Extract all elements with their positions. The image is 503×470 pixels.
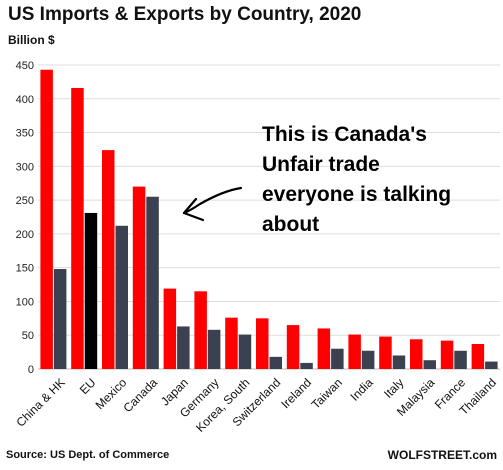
annotation-line: everyone is talking xyxy=(262,183,452,206)
annotation-line: This is Canada's xyxy=(262,123,427,146)
y-tick-label: 250 xyxy=(16,195,34,207)
bar-exports xyxy=(53,269,67,369)
bar-imports xyxy=(225,317,238,369)
bar-imports xyxy=(132,186,146,369)
y-tick-label: 200 xyxy=(16,229,34,241)
bar-imports xyxy=(163,288,177,369)
bar-imports xyxy=(379,336,392,369)
y-axis-unit-label: Billion $ xyxy=(8,33,55,47)
x-tick-label: Canada xyxy=(121,375,161,415)
y-tick-label: 350 xyxy=(16,128,34,140)
y-tick-label: 400 xyxy=(16,94,34,106)
source-note: Source: US Dept. of Commerce xyxy=(6,449,170,461)
x-tick-label: Italy xyxy=(381,375,406,400)
annotation-arrow-head xyxy=(182,197,205,222)
bar-exports xyxy=(115,225,128,369)
annotation-text: This is Canada's Unfair trade everyone i… xyxy=(262,120,451,240)
bar-imports xyxy=(102,150,115,369)
bar-exports xyxy=(392,355,406,369)
bar-imports xyxy=(317,328,331,369)
x-tick-label: EU xyxy=(77,375,99,397)
bar-imports xyxy=(286,325,300,369)
x-tick-label: India xyxy=(347,375,376,404)
gridlines xyxy=(38,64,500,370)
bar-exports xyxy=(423,360,436,369)
bar-imports xyxy=(71,87,84,370)
bar-imports xyxy=(440,340,454,369)
y-tick-label: 450 xyxy=(16,60,34,72)
bar-imports xyxy=(40,69,53,370)
x-axis-labels: China & HK EUMexicoCanadaJapanGermanyKore… xyxy=(14,375,499,435)
bar-imports xyxy=(256,318,269,369)
bar-imports xyxy=(194,291,207,369)
annotation-arrow-shaft xyxy=(182,186,243,215)
bar-imports xyxy=(410,339,423,369)
y-tick-label: 50 xyxy=(22,330,34,342)
bar-imports xyxy=(348,334,361,369)
bar-exports xyxy=(331,348,344,369)
y-tick-label: 100 xyxy=(16,296,34,308)
bar-exports xyxy=(454,350,467,369)
y-tick-label: 300 xyxy=(16,161,34,173)
y-tick-label: 150 xyxy=(16,263,34,275)
bar-exports xyxy=(177,326,190,369)
bar-exports xyxy=(238,334,252,369)
bar-exports xyxy=(361,350,375,369)
bar-exports xyxy=(146,196,159,369)
x-tick-label: China & HK xyxy=(14,375,68,429)
bar-exports xyxy=(485,361,498,369)
bar-exports xyxy=(207,329,221,369)
annotation-arrow xyxy=(182,186,243,222)
bar-exports xyxy=(300,362,313,369)
x-tick-label: Taiwan xyxy=(309,375,345,411)
y-axis-ticks: 0 50 100 150 200 250 300 350 400 450 xyxy=(16,60,34,376)
bars xyxy=(40,69,498,370)
annotation-line: Unfair trade xyxy=(262,153,380,176)
y-tick-label: 0 xyxy=(28,364,34,376)
bar-exports xyxy=(269,356,282,369)
annotation-line: about xyxy=(262,213,320,236)
bar-imports xyxy=(471,344,485,369)
chart-title: US Imports & Exports by Country, 2020 xyxy=(8,4,362,25)
brand-label: WOLFSTREET.com xyxy=(387,448,497,462)
x-tick-label: Ireland xyxy=(278,375,314,411)
bar-exports xyxy=(84,212,98,369)
